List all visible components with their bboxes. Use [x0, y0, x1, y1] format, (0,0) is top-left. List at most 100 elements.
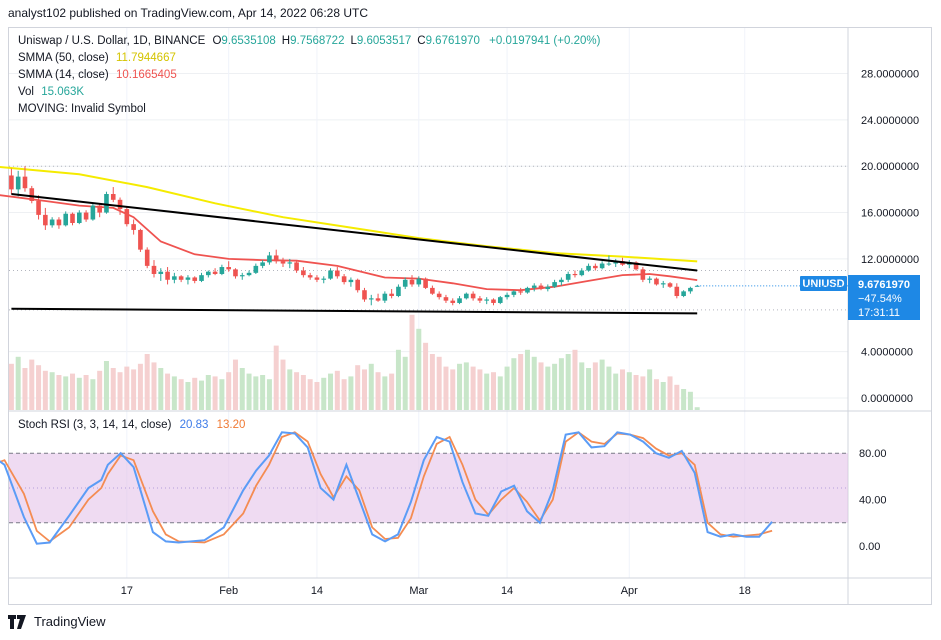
moving-row: MOVING: Invalid Symbol: [18, 101, 600, 118]
volume-bar: [674, 384, 680, 410]
volume-bar: [531, 356, 537, 410]
candle-body: [491, 299, 496, 303]
volume-bar: [457, 363, 463, 410]
candle-body: [178, 276, 184, 280]
price-axis-tick: 4.0000000: [861, 347, 913, 359]
volume-bar: [205, 375, 211, 410]
volume-bar: [341, 379, 347, 410]
volume-bar: [620, 369, 625, 410]
candle-body: [226, 267, 231, 270]
smma14-row: SMMA (14, close) 10.1665405: [18, 67, 600, 84]
candle-body: [36, 200, 41, 215]
candle-body: [484, 299, 489, 301]
candle-body: [457, 298, 462, 303]
volume-bar: [273, 345, 279, 410]
volume-bar: [232, 359, 238, 410]
candle-body: [321, 278, 327, 280]
time-axis-tick: Feb: [219, 585, 238, 597]
candle-body: [518, 291, 523, 293]
candle-body: [430, 287, 435, 294]
candle-body: [504, 294, 510, 298]
volume-bar: [687, 391, 693, 410]
candle-body: [552, 282, 557, 287]
footer-brand[interactable]: TradingView: [8, 614, 106, 629]
stoch-axis-tick: 80.00: [859, 448, 887, 460]
trendline-upper[interactable]: [11, 193, 698, 272]
smma14-label[interactable]: SMMA (14, close): [18, 69, 109, 81]
change-value: +0.0197941 (+0.20%): [489, 35, 601, 47]
candle-body: [538, 285, 544, 290]
volume-bar: [518, 354, 524, 410]
volume-bar: [538, 362, 544, 410]
volume-bar: [103, 361, 109, 410]
volume-bar: [253, 376, 259, 410]
candle-body: [117, 199, 123, 210]
candle-body: [246, 272, 252, 276]
volume-bar: [429, 354, 435, 410]
candle-body: [267, 255, 272, 263]
volume-bar: [361, 369, 367, 410]
volume-bar: [8, 363, 14, 410]
price-axis-tick: 16.0000000: [861, 208, 919, 220]
smma14-value: 10.1665405: [115, 69, 177, 81]
candle-body: [307, 275, 313, 278]
candle-body: [192, 277, 198, 281]
volume-bar: [633, 375, 639, 410]
volume-bar: [117, 372, 123, 410]
symbol-badge[interactable]: [800, 276, 847, 291]
symbol-row: Uniswap / U.S. Dollar, 1D, BINANCE O9.65…: [18, 33, 600, 50]
vol-label[interactable]: Vol: [18, 86, 34, 98]
volume-bar: [226, 372, 232, 410]
volume-bar: [42, 370, 48, 410]
candle-body: [280, 261, 286, 264]
smma50-line: [0, 166, 698, 263]
volume-bar: [76, 377, 82, 410]
candle-body: [314, 277, 320, 280]
candle-body: [158, 271, 164, 274]
candle-body: [253, 265, 259, 273]
footer-brand-text: TradingView: [34, 614, 106, 629]
candle-body: [436, 293, 442, 298]
candle-body: [443, 297, 449, 301]
candle-body: [63, 213, 69, 226]
candle-body: [172, 276, 177, 280]
candle-body: [647, 278, 652, 280]
candle-body: [477, 298, 483, 301]
candle-body: [497, 297, 503, 303]
volume-bar: [626, 372, 632, 410]
candle-body: [375, 298, 381, 301]
symbol-title[interactable]: Uniswap / U.S. Dollar, 1D, BINANCE: [18, 35, 206, 47]
candle-body: [328, 270, 333, 279]
trendline-lower[interactable]: [11, 307, 698, 315]
candle-body: [212, 271, 218, 274]
candle-body: [660, 283, 666, 285]
candle-body: [77, 212, 82, 223]
candle-body: [151, 265, 157, 274]
moving-label[interactable]: MOVING: Invalid Symbol: [18, 103, 146, 115]
candle-body: [511, 291, 517, 295]
volume-bar: [144, 354, 150, 410]
volume-bar: [375, 372, 381, 410]
candle-body: [362, 290, 367, 300]
stoch-axis-tick: 0.00: [859, 541, 880, 553]
candle-body: [667, 283, 673, 287]
volume-bar: [389, 373, 395, 410]
time-axis-tick: Mar: [409, 585, 428, 597]
stoch-label[interactable]: Stoch RSI (3, 3, 14, 14, close): [18, 419, 172, 431]
candle-body: [579, 270, 585, 276]
candle-body: [144, 249, 150, 266]
volume-bar: [477, 369, 483, 410]
volume-bar: [334, 370, 340, 410]
vol-value: 15.063K: [41, 86, 85, 98]
volume-bars: [8, 314, 700, 410]
candle-body: [416, 278, 422, 285]
volume-bar: [192, 377, 198, 410]
volume-bar: [402, 356, 408, 410]
candle-body: [565, 273, 571, 280]
change-pct-text: −47.54%: [858, 293, 902, 305]
smma50-label[interactable]: SMMA (50, close): [18, 52, 109, 64]
countdown-text: 17:31:11: [858, 307, 900, 319]
publisher-header: analyst102 published on TradingView.com,…: [8, 6, 369, 20]
volume-bar: [681, 389, 687, 410]
